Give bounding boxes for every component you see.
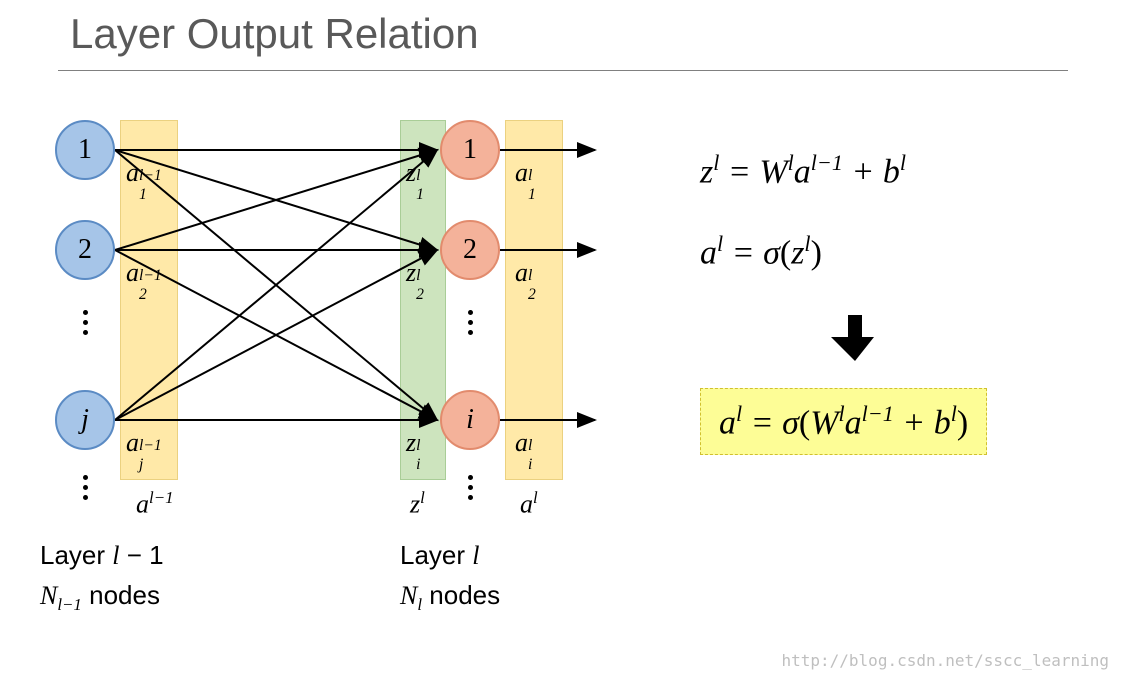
network-diagram: 1 2 j 1 2 i al−11 al−12 al−1j al−1 zl1 z… [30, 90, 670, 650]
layer-left-name: Layer l − 1 [40, 540, 164, 571]
right-node-2: 2 [440, 220, 500, 280]
watermark-text: http://blog.csdn.net/sscc_learning [781, 651, 1109, 670]
left-node-j: j [55, 390, 115, 450]
right-node-1: 1 [440, 120, 500, 180]
label-a-l: al [520, 488, 538, 520]
layer-left-count: Nl−1 nodes [40, 580, 160, 615]
vdots-right-1 [468, 305, 473, 340]
label-aj-lminus1: al−1j [126, 428, 162, 458]
left-node-1: 1 [55, 120, 115, 180]
equations-panel: zl = Wlal−1 + bl al = σ(zl) al = σ(Wlal−… [700, 150, 1100, 455]
vdots-left-2 [83, 470, 88, 505]
label-z1-l: zl1 [406, 158, 440, 188]
equation-1: zl = Wlal−1 + bl [700, 150, 1100, 191]
page-title: Layer Output Relation [70, 10, 479, 58]
label-a1-l: al1 [515, 158, 551, 188]
label-a-lminus1: al−1 [136, 488, 174, 520]
layer-right-count: Nl nodes [400, 580, 500, 615]
equation-2: al = σ(zl) [700, 231, 1100, 272]
down-arrow-icon [830, 313, 880, 363]
label-a1-lminus1: al−11 [126, 158, 162, 188]
label-a2-l: al2 [515, 258, 551, 288]
label-zi-l: zli [406, 428, 440, 458]
label-a2-lminus1: al−12 [126, 258, 162, 288]
right-node-i: i [440, 390, 500, 450]
label-z-l: zl [410, 488, 425, 520]
left-node-2: 2 [55, 220, 115, 280]
layer-right-name: Layer l [400, 540, 480, 571]
vdots-right-2 [468, 470, 473, 505]
equation-3-highlight: al = σ(Wlal−1 + bl) [700, 388, 987, 455]
label-ai-l: ali [515, 428, 551, 458]
title-underline [58, 70, 1068, 71]
vdots-left-1 [83, 305, 88, 340]
label-z2-l: zl2 [406, 258, 440, 288]
